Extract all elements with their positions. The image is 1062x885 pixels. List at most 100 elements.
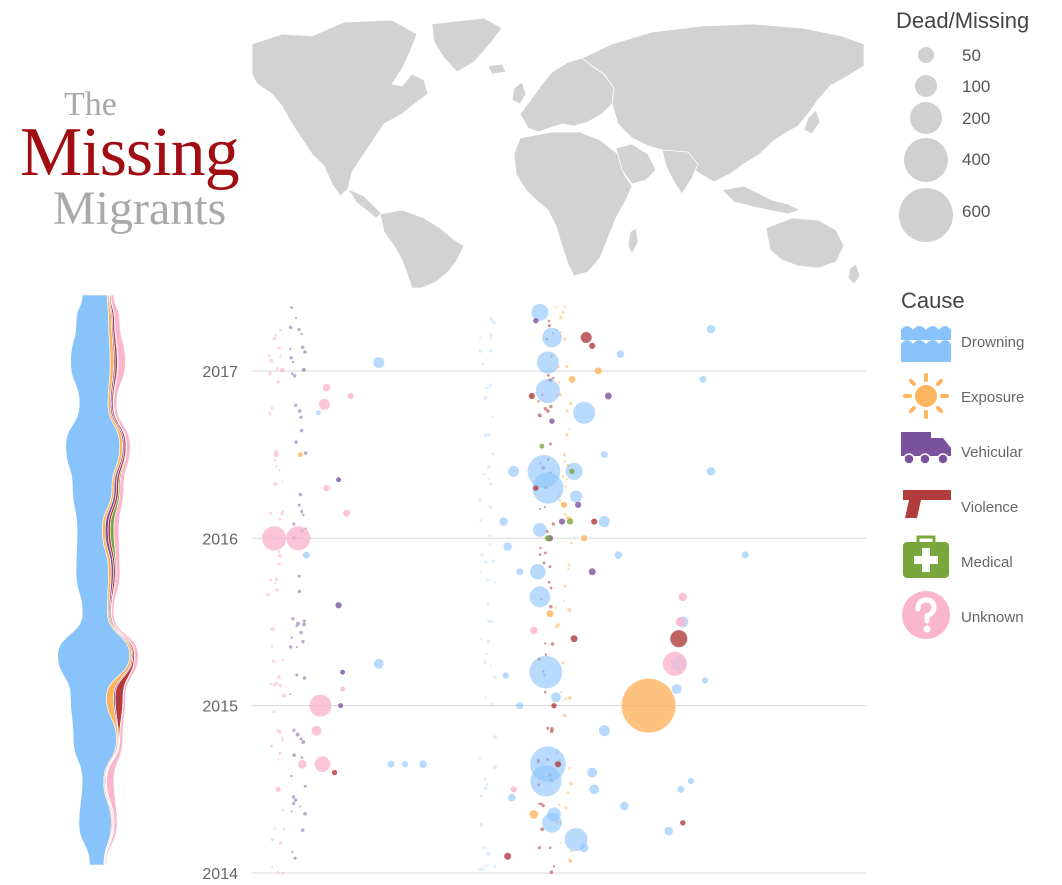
incident-point-drowning[interactable] <box>671 683 682 694</box>
incident-point-drowning[interactable] <box>516 568 524 576</box>
incident-point-drowning[interactable] <box>502 672 509 679</box>
incident-point-violence[interactable] <box>589 342 596 349</box>
incident-point-exposure[interactable] <box>594 367 602 375</box>
incident-point-vehicular[interactable] <box>336 477 342 483</box>
incident-point-vehicular[interactable] <box>533 318 539 324</box>
incident-point-vehicular[interactable] <box>588 568 596 576</box>
incident-point-vehicular[interactable] <box>340 669 346 675</box>
incident-point-violence[interactable] <box>528 392 535 400</box>
incident-point-drowning[interactable] <box>530 765 562 797</box>
incident-point-unknown[interactable] <box>510 786 517 793</box>
incident-point-drowning[interactable] <box>503 542 512 551</box>
incident-point-drowning[interactable] <box>598 725 610 737</box>
incident-point-exposure[interactable] <box>568 375 576 383</box>
incident-point-exposure[interactable] <box>621 678 676 733</box>
incident-point-drowning[interactable] <box>741 551 749 559</box>
incident-point-vehicular[interactable] <box>335 602 342 609</box>
incident-point-exposure[interactable] <box>546 610 554 618</box>
incident-point-violence[interactable] <box>533 485 539 491</box>
incident-point-violence[interactable] <box>551 702 557 709</box>
incident-point-drowning[interactable] <box>551 692 561 703</box>
incident-point-drowning[interactable] <box>387 760 395 768</box>
incident-point-unknown[interactable] <box>311 725 322 736</box>
incident-point-violence[interactable] <box>580 331 592 343</box>
incident-point-drowning[interactable] <box>573 401 596 424</box>
incident-point-violence[interactable] <box>670 630 688 648</box>
incident-point-drowning[interactable] <box>664 826 673 836</box>
incident-point-drowning[interactable] <box>706 467 716 476</box>
incident-point-unknown[interactable] <box>262 526 287 551</box>
incident-point-violence[interactable] <box>554 761 562 768</box>
incident-point-drowning[interactable] <box>373 357 385 369</box>
incident-point-drowning[interactable] <box>701 677 709 684</box>
incident-point-violence[interactable] <box>680 820 686 826</box>
incident-point-unknown[interactable] <box>347 392 354 400</box>
incident-point-exposure[interactable] <box>581 535 588 542</box>
incident-point-unknown[interactable] <box>662 651 687 676</box>
incident-point-drowning[interactable] <box>589 784 600 795</box>
incident-point-drowning[interactable] <box>687 777 694 785</box>
incident-point-drowning[interactable] <box>530 563 546 580</box>
incident-point-unknown[interactable] <box>314 756 331 773</box>
incident-point-vehicular[interactable] <box>575 501 582 508</box>
incident-point-drowning[interactable] <box>507 793 516 802</box>
incident-point-drowning[interactable] <box>516 702 524 710</box>
incident-point-violence[interactable] <box>504 852 512 860</box>
incident-point-drowning[interactable] <box>532 522 547 537</box>
incident-point-drowning[interactable] <box>542 327 562 348</box>
incident-point-unknown[interactable] <box>675 617 686 627</box>
incident-point-vehicular[interactable] <box>338 703 344 709</box>
incident-point-unknown[interactable] <box>530 626 538 635</box>
incident-point-exposure[interactable] <box>297 452 303 458</box>
incident-point-drowning[interactable] <box>302 551 310 559</box>
incident-point-exposure[interactable] <box>560 501 568 508</box>
incident-point-vehicular[interactable] <box>549 418 555 424</box>
incident-point-medical[interactable] <box>544 535 552 542</box>
incident-point-drowning[interactable] <box>532 472 564 504</box>
incident-point-drowning[interactable] <box>587 767 598 778</box>
incident-point-unknown[interactable] <box>323 484 330 492</box>
incident-point-drowning[interactable] <box>546 807 561 822</box>
incident-point-drowning[interactable] <box>536 351 559 374</box>
incident-point-violence[interactable] <box>591 518 598 525</box>
incident-point-violence[interactable] <box>331 769 338 776</box>
incident-point-drowning[interactable] <box>614 551 623 559</box>
incident-point-unknown[interactable] <box>309 694 332 717</box>
size-legend-label-200: 200 <box>962 109 991 128</box>
incident-point-unknown[interactable] <box>275 786 281 792</box>
incident-point-unknown[interactable] <box>318 398 330 410</box>
incident-point-drowning[interactable] <box>373 658 384 669</box>
incident-point-drowning[interactable] <box>699 375 707 383</box>
incident-point-drowning[interactable] <box>616 350 625 359</box>
incident-point-drowning[interactable] <box>598 516 610 528</box>
incident-point-unknown[interactable] <box>273 452 279 458</box>
incident-point-medical[interactable] <box>566 518 574 525</box>
incident-point-drowning[interactable] <box>529 586 551 608</box>
incident-point-unknown[interactable] <box>322 383 331 392</box>
incident-point-drowning[interactable] <box>535 378 561 404</box>
incident-point-violence[interactable] <box>570 635 578 643</box>
incident-point-medical[interactable] <box>569 468 575 475</box>
incident-point-drowning[interactable] <box>508 465 520 477</box>
incident-point-unknown[interactable] <box>678 592 688 602</box>
incident-point-drowning[interactable] <box>531 303 549 321</box>
incident-point-unknown[interactable] <box>343 509 351 517</box>
incident-point-drowning[interactable] <box>401 761 409 768</box>
incident-point-drowning[interactable] <box>419 760 427 769</box>
incident-point-drowning[interactable] <box>677 785 685 793</box>
incident-point-drowning[interactable] <box>499 517 508 526</box>
incident-point-vehicular[interactable] <box>604 392 612 400</box>
incident-point-drowning[interactable] <box>600 451 608 459</box>
incident-point-drowning[interactable] <box>570 490 583 503</box>
incident-point-medical[interactable] <box>539 443 545 449</box>
incident-point-unknown[interactable] <box>298 759 307 769</box>
incident-point-drowning[interactable] <box>529 655 563 689</box>
incident-point-drowning[interactable] <box>315 410 321 416</box>
incident-point-unknown[interactable] <box>340 686 346 692</box>
incident-point-drowning[interactable] <box>706 324 716 334</box>
incident-point-vehicular[interactable] <box>558 518 566 525</box>
incident-point-drowning[interactable] <box>620 801 629 811</box>
incident-point-drowning[interactable] <box>579 843 589 853</box>
incident-point-exposure[interactable] <box>529 810 539 819</box>
incident-point-unknown[interactable] <box>286 526 311 551</box>
